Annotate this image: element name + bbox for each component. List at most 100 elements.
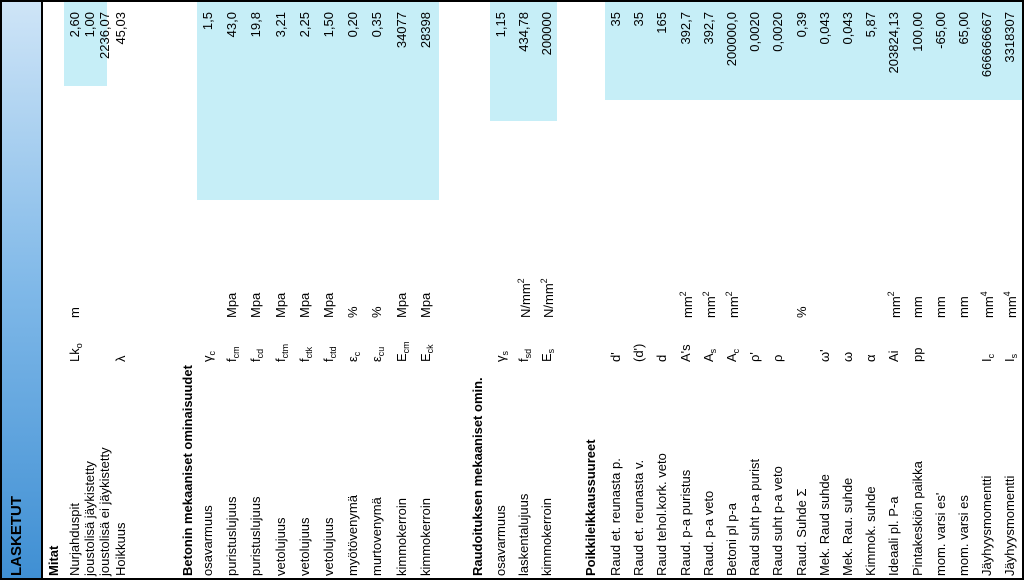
row-label: Raud et. reunasta p.: [608, 458, 623, 576]
symbol-main: λ: [112, 355, 128, 363]
symbol-subscript: s: [500, 351, 510, 356]
unit-main: %: [369, 306, 385, 318]
symbol-main: ω: [840, 351, 855, 362]
row-symbol: α: [863, 354, 878, 362]
row-label: puristuslujuus: [248, 496, 264, 577]
table-row: mom. varsi es' mm -65,00: [930, 0, 952, 580]
row-label: puristuslujuus: [224, 496, 240, 577]
row-value: 165: [654, 12, 670, 34]
table-row: puristuslujuus fcm Mpa 43,0: [221, 0, 243, 580]
unit-exponent: 4: [1002, 291, 1013, 297]
row-symbol: Es: [539, 349, 556, 362]
unit-main: %: [793, 306, 809, 318]
row-value: 5,87: [863, 12, 879, 38]
symbol-main: ε: [345, 356, 361, 362]
table-row: Betoni pl p-a Ac mm2 200000,0: [721, 0, 743, 580]
row-value: 0,0020: [747, 12, 763, 52]
symbol-main: f: [515, 358, 531, 362]
table-row: Hoikkuus λ 45,03: [110, 0, 132, 580]
row-symbol: εcu: [369, 347, 386, 362]
table-row: Raud. p-a veto As mm2 392,7: [698, 0, 720, 580]
symbol-subscript: cu: [376, 346, 387, 357]
row-value: 203824,13: [886, 12, 902, 74]
symbol-main: E: [417, 353, 433, 362]
row-symbol: fctm: [273, 344, 290, 362]
row-unit: Mpa: [297, 293, 312, 318]
row-label: vetolujuus: [296, 517, 312, 576]
row-label: Ideaali pl. P-a: [886, 496, 902, 577]
symbol-subscript: sd: [522, 348, 533, 359]
row-unit: Mpa: [273, 293, 288, 318]
table-row: osavarmuus γs 1,15: [490, 0, 512, 580]
unit-main: %: [345, 306, 361, 318]
symbol-main: ρ: [770, 354, 786, 362]
table-row: vetolujuus fctk Mpa 2,25: [294, 0, 316, 580]
unit-main: mm: [679, 296, 695, 318]
row-unit: mm4: [979, 291, 996, 318]
symbol-main: (d'): [631, 343, 647, 362]
row-value: 0,35: [369, 12, 385, 38]
row-unit: %: [369, 306, 384, 318]
symbol-main: γ: [200, 355, 215, 363]
row-unit: Mpa: [418, 293, 433, 318]
unit-main: N/mm: [540, 283, 556, 318]
symbol-main: α: [863, 354, 879, 362]
section-mitat: Mitat: [46, 545, 61, 576]
row-label: Mek. Rau. suhde: [840, 477, 855, 576]
table-row: vetolujuus fctm Mpa 3,21: [270, 0, 292, 580]
row-label: Raud suht p-a purist: [747, 458, 763, 576]
section-poikki: Poikkileikkaussuureet: [583, 439, 598, 576]
row-label: murtovenymä: [369, 497, 385, 576]
row-symbol: d: [654, 355, 669, 362]
symbol-subscript: ctm: [279, 343, 290, 359]
row-value: 45,03: [112, 12, 128, 45]
unit-main: mm: [909, 296, 925, 318]
row-symbol: Is: [1002, 354, 1019, 362]
row-label: Pintakeskiön paikka: [909, 461, 925, 576]
row-value: 0,0020: [770, 12, 786, 52]
row-label: laskentalujuus: [515, 493, 531, 576]
symbol-subscript: c: [207, 351, 217, 356]
row-label: osavarmuus: [200, 505, 215, 576]
table-row: myötövenymä εc% 0,20: [342, 0, 364, 580]
row-label: vetolujuus: [272, 517, 288, 576]
row-label: osavarmuus: [493, 505, 508, 576]
row-label: Jäyhyysmomentti: [1002, 475, 1018, 576]
symbol-subscript: c: [986, 353, 997, 359]
unit-main: Mpa: [248, 292, 264, 318]
row-label: Raud tehol.kork. veto: [654, 453, 670, 576]
row-label: mom. varsi es': [932, 492, 948, 576]
row-symbol: γc: [200, 351, 217, 362]
row-value: 19,8: [248, 12, 264, 38]
symbol-subscript: s: [707, 348, 718, 354]
unit-main: mm: [888, 296, 904, 318]
row-unit: Mpa: [394, 293, 409, 318]
symbol-main: ε: [369, 356, 385, 362]
symbol-main: d': [608, 352, 623, 362]
row-value: 100,00: [909, 12, 925, 52]
row-value: 0,20: [345, 12, 361, 38]
row-value: 200000: [538, 12, 554, 56]
symbol-subscript: s: [1009, 353, 1020, 359]
row-value: 35: [608, 12, 623, 27]
row-unit: N/mm2: [539, 278, 556, 318]
row-symbol: εc: [345, 352, 362, 362]
row-value: 392,7: [677, 12, 693, 45]
row-value: 434,78: [515, 12, 531, 52]
row-label: Raud. p-a puristus: [677, 469, 693, 576]
row-label: myötövenymä: [345, 495, 361, 576]
row-value: 3,21: [272, 12, 288, 38]
sheet-title: LASKETUT: [8, 496, 25, 576]
row-unit: Mpa: [321, 293, 336, 318]
row-value: 43,0: [224, 12, 240, 38]
row-symbol: (d'): [631, 344, 646, 362]
row-symbol: Eck: [418, 344, 435, 362]
row-symbol: As: [701, 349, 718, 362]
row-value: 34077: [393, 12, 409, 49]
symbol-main: f: [248, 358, 264, 362]
symbol-main: A's: [677, 344, 693, 362]
unit-main: Mpa: [393, 292, 409, 318]
row-unit: mm2: [886, 291, 903, 318]
row-symbol: fcd: [248, 349, 265, 362]
row-unit: mm2: [724, 291, 741, 318]
